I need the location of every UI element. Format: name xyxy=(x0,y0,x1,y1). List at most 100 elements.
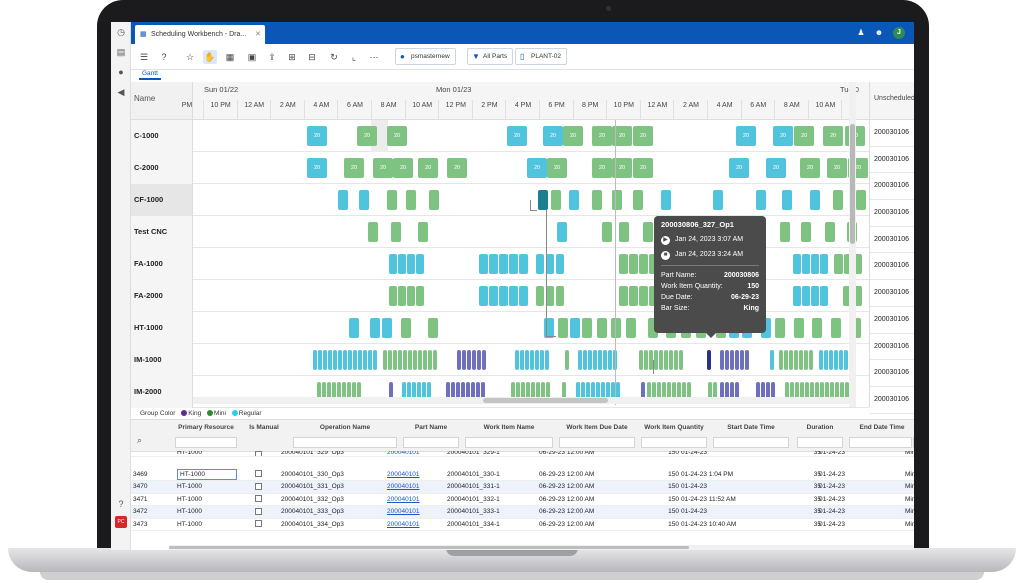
resource-name[interactable]: Test CNC xyxy=(131,216,193,248)
operation-bar-mini[interactable]: 20 xyxy=(418,158,438,178)
operation-bar-mini[interactable] xyxy=(780,222,790,242)
operation-bar-mini[interactable] xyxy=(332,382,336,402)
operation-bar-regular[interactable] xyxy=(359,190,369,210)
operation-bar-regular[interactable] xyxy=(536,254,544,274)
operation-bar-mini[interactable]: 20 xyxy=(373,158,393,178)
operation-bar-mini[interactable] xyxy=(317,382,321,402)
operation-bar-mini[interactable] xyxy=(418,222,428,242)
operation-bar-mini[interactable] xyxy=(800,382,804,402)
operation-bar-mini[interactable] xyxy=(805,382,809,402)
tab-gantt[interactable]: Gantt xyxy=(139,70,161,80)
column-header[interactable]: Bar xyxy=(911,424,914,431)
operation-bar-regular[interactable] xyxy=(819,350,823,370)
operation-bar-mini[interactable] xyxy=(795,382,799,402)
operation-bar-mini[interactable]: 20 xyxy=(344,158,364,178)
column-header[interactable]: Start Date Time xyxy=(727,424,775,431)
operation-bar-mini[interactable] xyxy=(784,350,788,370)
operation-bar-mini[interactable]: 20 xyxy=(547,158,567,178)
gantt-horizontal-scrollbar[interactable] xyxy=(193,397,849,404)
operation-bar-mini[interactable] xyxy=(597,318,607,338)
operation-bar-mini[interactable] xyxy=(667,382,671,402)
checkbox[interactable] xyxy=(255,507,262,515)
operation-bar-mini[interactable]: 20 xyxy=(612,158,632,178)
operation-bar-mini[interactable] xyxy=(416,286,424,306)
operation-bar-regular[interactable] xyxy=(343,350,347,370)
operation-bar-mini[interactable] xyxy=(413,350,417,370)
unscheduled-item[interactable]: 200030106 xyxy=(870,147,914,174)
column-filter-input[interactable] xyxy=(559,437,635,448)
resource-name[interactable]: FA-1000 xyxy=(131,248,193,280)
is-manual-checkbox[interactable] xyxy=(255,469,265,481)
operation-bar-regular[interactable] xyxy=(557,222,567,242)
operation-bar-mini[interactable] xyxy=(611,318,621,338)
operation-bar-regular[interactable] xyxy=(544,318,554,338)
operation-bar-regular[interactable] xyxy=(515,350,519,370)
operation-bar-regular[interactable] xyxy=(839,350,843,370)
operation-bar-king[interactable] xyxy=(472,350,476,370)
clipboard-icon[interactable]: ▣ xyxy=(247,52,257,62)
operation-bar-mini[interactable]: 20 xyxy=(592,126,612,146)
operation-bar-mini[interactable] xyxy=(677,382,681,402)
operation-bar-regular[interactable] xyxy=(608,350,612,370)
operation-bar-regular[interactable] xyxy=(569,190,579,210)
operation-bar-regular[interactable] xyxy=(593,350,597,370)
operation-bar-mini[interactable] xyxy=(794,350,798,370)
operation-bar-king[interactable] xyxy=(446,382,450,402)
operation-bar-mini[interactable] xyxy=(626,318,636,338)
operation-bar-regular[interactable] xyxy=(820,254,828,274)
gantt-row[interactable]: IM-2000 xyxy=(131,376,869,408)
operation-bar-regular[interactable] xyxy=(661,190,671,210)
column-filter-input[interactable] xyxy=(641,437,707,448)
refresh-icon[interactable]: ↻ xyxy=(330,52,338,62)
gantt-row[interactable]: CF-1000 xyxy=(131,184,869,216)
operation-bar-mini[interactable] xyxy=(843,286,852,306)
table-row[interactable]: 3471 HT-1000 200040101_332_Op3 200040101 200… xyxy=(131,494,914,506)
operation-bar-regular[interactable] xyxy=(353,350,357,370)
operation-bar-mini[interactable] xyxy=(558,318,568,338)
unscheduled-item[interactable]: 200030106 xyxy=(870,253,914,281)
primary-resource-cell[interactable]: HT-1000 xyxy=(177,468,237,480)
operation-bar-mini[interactable] xyxy=(644,350,648,370)
operation-bar-mini[interactable] xyxy=(830,382,834,402)
operation-bar-king[interactable] xyxy=(766,382,770,402)
operation-bar-regular[interactable] xyxy=(519,254,528,274)
operation-bar-regular[interactable] xyxy=(583,350,587,370)
operation-bar-mini[interactable] xyxy=(649,254,658,274)
operation-bar-mini[interactable] xyxy=(834,254,843,274)
operation-bar-regular[interactable] xyxy=(538,190,548,210)
operation-bar-mini[interactable] xyxy=(801,222,811,242)
operation-bar-mini[interactable] xyxy=(804,350,808,370)
operation-bar-regular[interactable] xyxy=(417,382,421,402)
operation-bar-mini[interactable] xyxy=(391,222,401,242)
operation-bar-regular[interactable] xyxy=(520,350,524,370)
operation-bar-regular[interactable] xyxy=(338,190,348,210)
operation-bar-mini[interactable] xyxy=(812,318,822,338)
operation-bar-mini[interactable] xyxy=(853,286,862,306)
gantt-vertical-scrollbar[interactable] xyxy=(849,82,856,407)
split-icon[interactable]: ⊟ xyxy=(308,52,316,62)
is-manual-checkbox[interactable] xyxy=(255,494,265,506)
column-header[interactable]: End Date Time xyxy=(859,424,905,431)
operation-bar-mini[interactable]: 20 xyxy=(823,126,843,146)
operation-bar-regular[interactable] xyxy=(581,382,585,402)
operation-bar-king[interactable] xyxy=(457,350,461,370)
operation-bar-king[interactable] xyxy=(761,382,765,402)
operation-bar-regular[interactable]: 20 xyxy=(307,126,327,146)
operation-bar-mini[interactable] xyxy=(418,350,422,370)
resource-name[interactable]: C-2000 xyxy=(131,152,193,184)
operation-bar-mini[interactable] xyxy=(398,350,402,370)
operation-bar-regular[interactable] xyxy=(761,318,771,338)
operation-bar-mini[interactable] xyxy=(398,286,406,306)
is-manual-checkbox[interactable] xyxy=(255,451,265,456)
scroll-thumb[interactable] xyxy=(169,546,689,549)
operation-bar-mini[interactable] xyxy=(672,382,676,402)
operation-bar-mini[interactable]: 20 xyxy=(447,158,467,178)
operation-bar-mini[interactable]: 20 xyxy=(393,158,413,178)
parts-filter-pill[interactable]: ▼ All Parts xyxy=(467,48,514,65)
operation-bar-mini[interactable] xyxy=(403,350,407,370)
operation-bar-regular[interactable] xyxy=(782,190,792,210)
operation-bar-king[interactable] xyxy=(725,382,729,402)
checkbox[interactable] xyxy=(255,470,262,478)
operation-bar-mini[interactable] xyxy=(647,382,651,402)
operation-bar-regular[interactable]: 20 xyxy=(766,158,786,178)
